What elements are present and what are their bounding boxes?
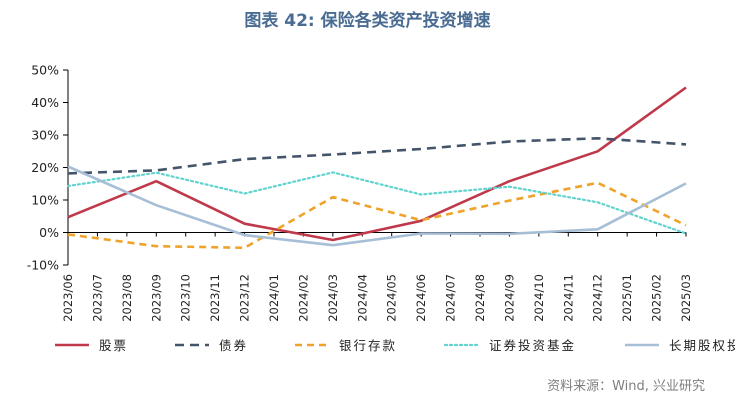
series-lines [66,86,688,250]
x-tick-label: 2023/08 [120,274,134,322]
x-tick-label: 2024/03 [326,274,340,322]
x-tick-label: 2024/10 [532,274,546,322]
y-tick-label: 30% [31,128,59,143]
series-line-2 [67,137,687,175]
x-tick-label: 2024/02 [296,274,310,322]
series-line-5 [67,165,687,247]
y-tick-label: 50% [31,63,59,78]
y-tick-label: -10% [27,258,59,273]
y-tick-label: 40% [31,95,59,110]
x-tick-label: 2024/05 [385,274,399,322]
source-note: 资料来源：Wind, 兴业研究 [547,379,705,394]
x-tick-label: 2023/07 [90,274,104,322]
legend-label-5: 长期股权投资 [669,338,735,353]
x-tick-label: 2024/04 [355,274,369,322]
x-tick-label: 2024/08 [473,274,487,322]
x-tick-label: 2024/06 [414,274,428,322]
x-tick-label: 2024/09 [502,274,516,322]
x-tick-label: 2024/11 [561,274,575,322]
x-tick-label: 2024/12 [591,274,605,322]
x-tick-label: 2025/03 [679,274,693,322]
series-line-1 [67,86,687,242]
legend-label-4: 证券投资基金 [489,338,576,353]
x-tick-label: 2023/12 [238,274,252,322]
x-tick-label: 2023/06 [61,274,75,322]
legend: 股票 债券 银行存款 证券投资基金 长期股权投资 [55,338,735,353]
x-tick-label: 2023/10 [179,274,193,322]
x-tick-label: 2024/01 [267,274,281,322]
series-line-4 [66,171,688,235]
x-tick-label: 2025/01 [620,274,634,322]
legend-label-1: 股票 [99,338,128,353]
y-tick-label: 20% [31,160,59,175]
x-tick-label: 2025/02 [650,274,664,322]
chart-title: 图表 42: 保险各类资产投资增速 [244,11,491,31]
legend-label-3: 银行存款 [339,338,397,353]
y-tick-label: 10% [31,193,59,208]
x-tick-label: 2024/07 [444,274,458,322]
axes: -10% 0% 10% 20% 30% 40% 50% 2023/06 2023/07 2023/… [27,63,693,322]
series-line-3 [67,181,687,250]
x-tick-label: 2023/11 [208,274,222,322]
legend-label-2: 债券 [219,338,248,353]
y-tick-label: 0% [39,225,59,240]
x-tick-label: 2023/09 [149,274,163,322]
